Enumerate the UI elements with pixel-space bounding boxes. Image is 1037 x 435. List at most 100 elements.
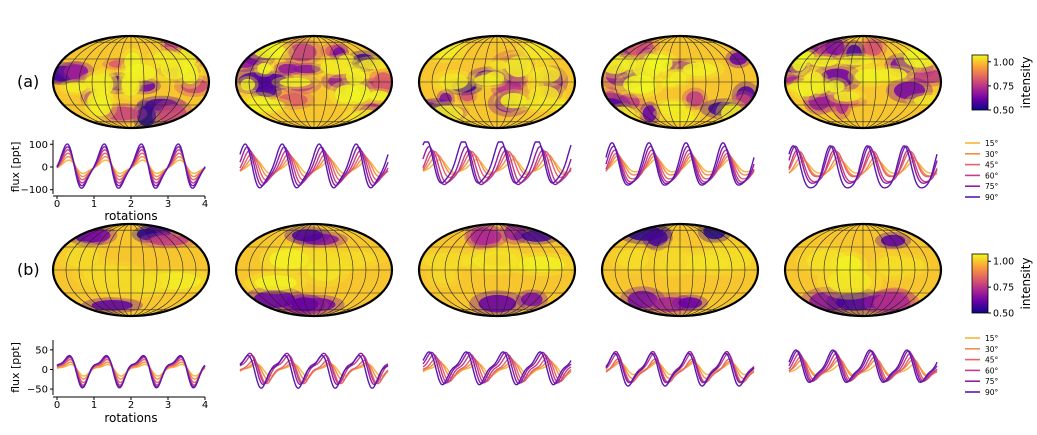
map-spot	[660, 251, 687, 273]
graticule-meridian	[862, 36, 877, 128]
map-spot	[517, 256, 565, 273]
map-1-3	[600, 222, 760, 318]
graticule-meridian	[91, 36, 132, 128]
map-spot	[809, 291, 846, 311]
graticule-meridian	[78, 36, 132, 128]
graticule-meridian	[823, 224, 864, 316]
graticule-meridian	[78, 224, 132, 316]
map-spot	[53, 38, 69, 55]
graticule-meridian	[666, 224, 681, 316]
lightcurve-1-2	[422, 351, 572, 386]
graticule-meridian	[627, 36, 681, 128]
map-spot	[288, 43, 317, 62]
x-tick-label: 2	[128, 199, 134, 210]
graticule-meridian	[849, 36, 864, 128]
lightcurve-0-1	[239, 143, 389, 189]
graticule-meridian	[679, 36, 707, 128]
colorbar-0: 1.00 0.75 0.50 intensity	[971, 54, 1033, 117]
graticule-meridian	[679, 224, 746, 316]
map-border	[783, 222, 943, 318]
graticule-meridian	[679, 36, 720, 128]
graticule-meridian	[313, 224, 367, 316]
map-spot	[896, 257, 925, 273]
map-spot	[65, 246, 100, 268]
graticule-meridian	[261, 224, 315, 316]
map-spot	[532, 66, 560, 83]
lightcurve-1-4	[788, 349, 938, 383]
legend-entry: 15°	[985, 334, 999, 343]
graticule-meridian	[496, 36, 563, 128]
series-line-75°	[605, 145, 755, 185]
map-spot	[504, 224, 526, 241]
map-spot	[556, 101, 571, 115]
map-border	[600, 222, 760, 318]
graticule-meridian	[496, 36, 524, 128]
legend-entry: 60°	[985, 171, 999, 180]
legend-entry: 75°	[985, 377, 999, 386]
colorbar-tick-label: 0.50	[993, 106, 1014, 117]
map-spot	[788, 82, 820, 91]
map-spot	[432, 266, 457, 284]
map-spot	[278, 93, 308, 107]
x-tick-label: 4	[202, 400, 208, 411]
map-spot	[836, 255, 862, 273]
graticule-meridian	[444, 36, 498, 128]
graticule-meridian	[313, 36, 380, 128]
graticule-meridian	[431, 224, 498, 316]
series-line-15°	[605, 362, 755, 376]
map-spot	[255, 85, 277, 98]
graticule-meridian	[313, 224, 328, 316]
graticule-meridian	[862, 36, 929, 128]
map-1-1	[234, 222, 394, 318]
x-tick-label: 3	[165, 199, 171, 210]
series-line-90°	[239, 354, 389, 389]
map-spot	[320, 59, 353, 75]
x-tick-label: 0	[54, 199, 60, 210]
map-spot	[439, 92, 452, 107]
map-spot	[659, 101, 686, 112]
graticule-meridian	[104, 224, 132, 316]
graticule-meridian	[313, 36, 367, 128]
series-line-90°	[422, 351, 572, 386]
y-tick-label: −50	[27, 385, 48, 396]
map-spot	[121, 77, 140, 96]
map-spot	[677, 254, 729, 272]
y-tick-label: 0	[42, 365, 48, 376]
graticule-meridian	[65, 36, 132, 128]
legend-entry: 60°	[985, 366, 999, 375]
map-spot	[833, 91, 860, 102]
x-axis-label: rotations	[104, 209, 157, 223]
graticule-meridian	[862, 36, 916, 128]
map-spot	[153, 50, 181, 66]
map-spot	[913, 95, 941, 106]
colorbar-gradient	[971, 253, 989, 314]
map-border	[600, 34, 760, 130]
map-spot	[349, 84, 371, 103]
graticule-meridian	[457, 224, 498, 316]
map-spot	[254, 275, 297, 291]
map-border	[417, 222, 577, 318]
graticule-meridian	[130, 36, 158, 128]
graticule-meridian	[836, 36, 864, 128]
map-spot	[913, 69, 941, 84]
map-spot	[682, 62, 717, 76]
series-line-75°	[788, 350, 938, 383]
map-1-0	[51, 222, 211, 318]
graticule-meridian	[614, 36, 681, 128]
graticule-meridian	[862, 224, 903, 316]
graticule-meridian	[862, 224, 916, 316]
map-spot	[87, 90, 108, 111]
graticule-meridian	[862, 36, 890, 128]
y-axis-label: flux [ppt]	[9, 142, 22, 193]
map-spot	[647, 229, 668, 247]
map-spot	[627, 290, 658, 309]
colorbar-tick-label: 0.50	[993, 309, 1014, 320]
legend-entry: 75°	[985, 182, 999, 191]
graticule-meridian	[130, 36, 171, 128]
graticule-meridian	[797, 36, 864, 128]
graticule-meridian	[640, 224, 681, 316]
graticule-meridian	[117, 36, 132, 128]
graticule-meridian	[91, 224, 132, 316]
graticule-meridian	[274, 224, 315, 316]
